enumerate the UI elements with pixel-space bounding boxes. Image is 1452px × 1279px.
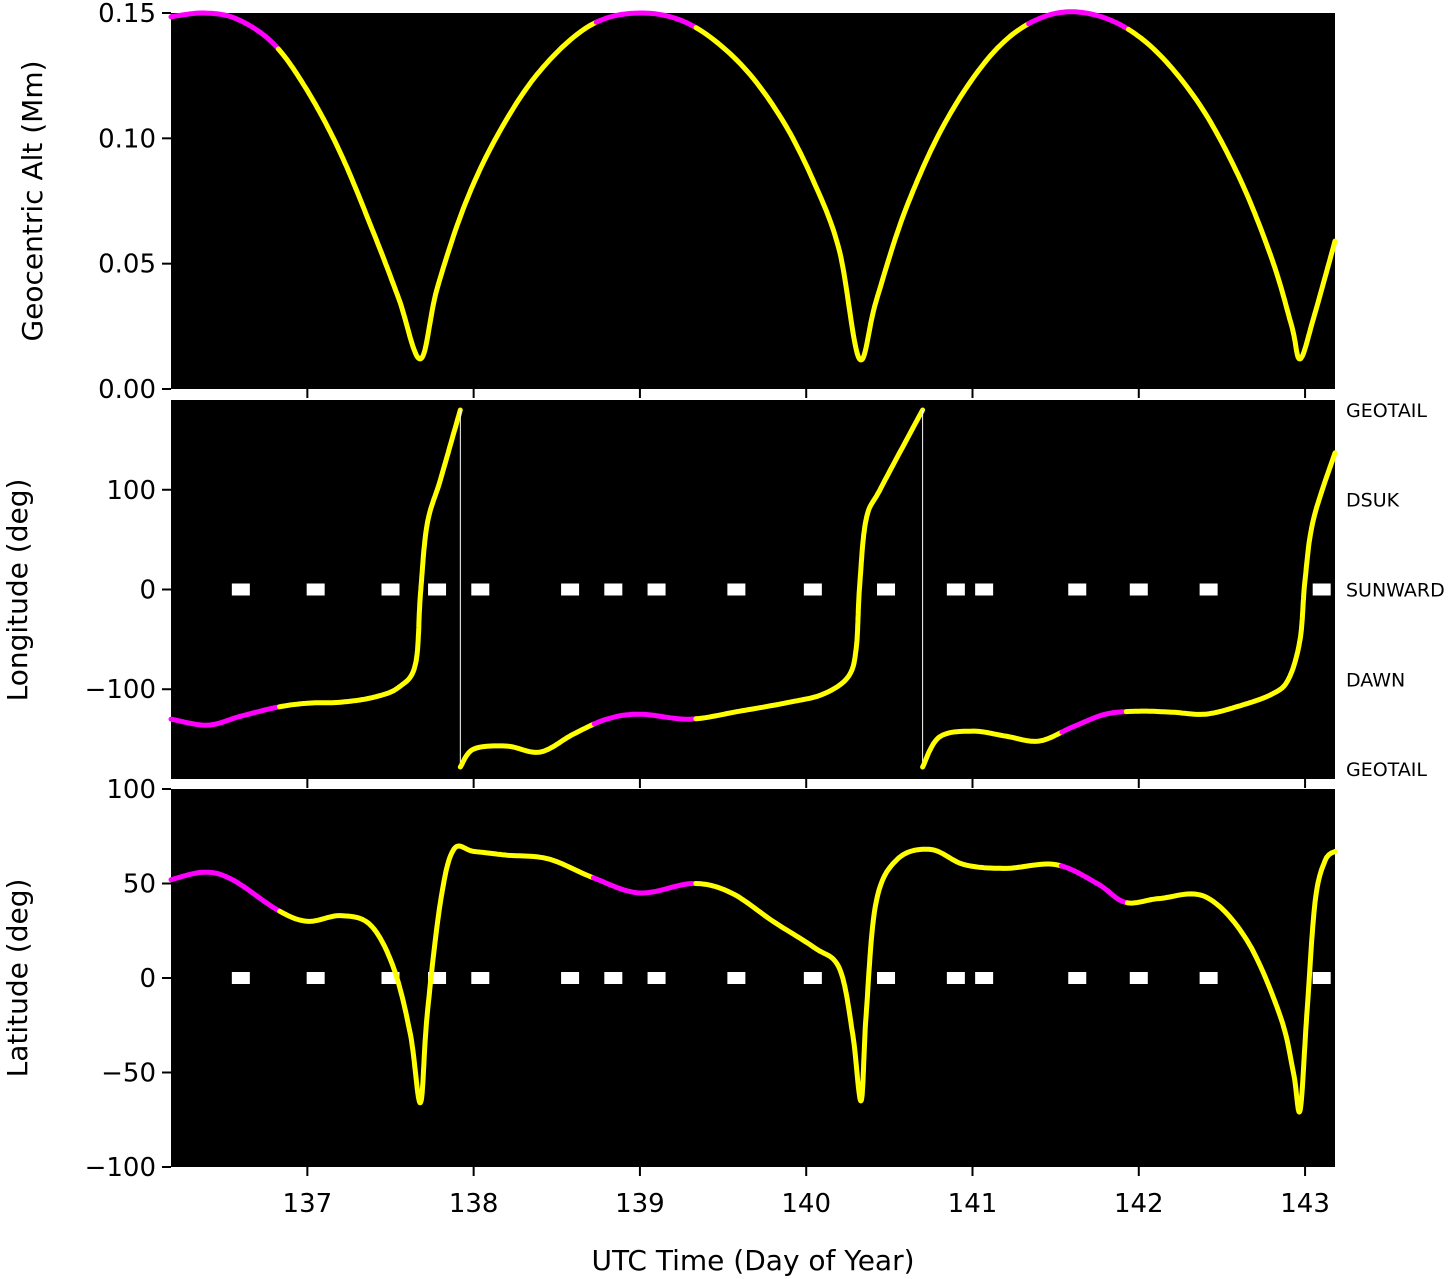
event-marker-12 — [946, 583, 965, 596]
x-tick-label: 137 — [283, 1189, 333, 1219]
event-marker-6 — [561, 583, 580, 596]
event-marker-8 — [647, 583, 666, 596]
event-marker-8 — [647, 972, 666, 984]
event-marker-9 — [727, 583, 746, 596]
longitude-y-ticks: −100 0 100 — [85, 476, 171, 705]
series-1-segment-5 — [1058, 863, 1130, 906]
event-marker-2 — [306, 972, 325, 984]
series-1-segment-3 — [593, 10, 699, 31]
series-2-segment-2 — [591, 711, 699, 727]
event-marker-16 — [1199, 972, 1218, 984]
x-tick-label: 141 — [948, 1189, 998, 1219]
longitude-x-ticks — [306, 779, 1307, 788]
longitude-right-labels: GEOTAIL DSUK SUNWARD DAWN GEOTAIL — [1346, 400, 1445, 781]
event-marker-15 — [1129, 583, 1148, 596]
event-marker-11 — [877, 972, 896, 984]
longitude-curve — [168, 407, 1338, 770]
latitude-y-label: Latitude (deg) — [1, 879, 34, 1078]
series-3-segment-2 — [1059, 709, 1129, 735]
x-tick-label: 143 — [1280, 1189, 1330, 1219]
y-tick-label: 100 — [106, 476, 156, 506]
event-marker-7 — [604, 583, 623, 596]
series-1-segment-1 — [168, 10, 281, 52]
panel-altitude: 0.00 0.05 0.10 0.15 Geocentric Alt (Mm) — [16, 0, 1338, 405]
event-marker-5 — [471, 972, 490, 984]
series-2-segment-1 — [457, 721, 597, 770]
right-label-dawn: DAWN — [1346, 669, 1405, 691]
x-tick-label: 142 — [1114, 1189, 1164, 1219]
y-tick-label: 0 — [139, 576, 156, 606]
y-tick-label: −100 — [85, 1153, 156, 1183]
longitude-markers — [231, 583, 1331, 596]
event-marker-11 — [877, 583, 896, 596]
y-tick-label: 0 — [139, 964, 156, 994]
series-3-segment-1 — [920, 728, 1065, 770]
event-marker-12 — [946, 972, 965, 984]
series-1-segment-4 — [693, 21, 1032, 363]
event-marker-7 — [604, 972, 623, 984]
right-label-geotail: GEOTAIL — [1346, 400, 1427, 422]
y-tick-label: −100 — [85, 675, 156, 705]
altitude-curve — [168, 9, 1338, 363]
event-marker-10 — [803, 583, 822, 596]
event-marker-4 — [428, 583, 447, 596]
series-1-segment-4 — [693, 846, 1064, 1104]
event-marker-3 — [381, 583, 400, 596]
event-marker-6 — [561, 972, 580, 984]
altitude-x-ticks — [306, 389, 1307, 398]
series-3-segment-3 — [1123, 450, 1338, 717]
series-1-segment-1 — [168, 869, 283, 914]
longitude-y-label: Longitude (deg) — [1, 479, 34, 702]
series-1-segment-3 — [590, 875, 699, 896]
event-marker-9 — [727, 972, 746, 984]
series-1-segment-1 — [168, 704, 282, 728]
x-tick-label: 139 — [615, 1189, 665, 1219]
y-tick-label: 0.15 — [98, 0, 156, 29]
y-tick-label: 50 — [123, 870, 156, 900]
event-marker-2 — [306, 583, 325, 596]
panel-longitude: −100 0 100 GEOTAIL DSUK SUNWARD DAWN GEOTAIL L… — [1, 400, 1445, 788]
right-label-geotail: GEOTAIL — [1346, 759, 1427, 781]
x-tick-label: 138 — [449, 1189, 499, 1219]
series-1-segment-6 — [1125, 26, 1338, 362]
series-1-segment-2 — [277, 407, 463, 710]
event-marker-1 — [231, 583, 250, 596]
series-1-segment-6 — [1124, 848, 1338, 1115]
series-1-segment-5 — [1026, 9, 1131, 32]
event-marker-13 — [975, 583, 994, 596]
right-label-dsuk: DSUK — [1346, 490, 1400, 512]
plot-area-latitude — [171, 789, 1335, 1167]
y-tick-label: 0.05 — [98, 250, 156, 280]
event-marker-13 — [975, 972, 994, 984]
event-marker-10 — [803, 972, 822, 984]
event-marker-14 — [1068, 583, 1087, 596]
event-marker-16 — [1199, 583, 1218, 596]
altitude-y-label: Geocentric Alt (Mm) — [16, 60, 49, 341]
latitude-curve — [168, 843, 1338, 1115]
series-1-segment-2 — [275, 19, 599, 362]
y-tick-label: 100 — [106, 775, 156, 805]
latitude-y-ticks: −100 −50 0 50 100 — [85, 775, 171, 1183]
event-marker-17 — [1312, 972, 1331, 984]
latitude-x-ticks: 137 138 139 140 141 142 143 — [283, 1167, 1330, 1219]
event-marker-14 — [1068, 972, 1087, 984]
right-label-sunward: SUNWARD — [1346, 580, 1445, 602]
x-tick-label: 140 — [781, 1189, 831, 1219]
event-marker-1 — [231, 972, 250, 984]
y-tick-label: −50 — [101, 1059, 156, 1089]
event-marker-15 — [1129, 972, 1148, 984]
altitude-y-ticks: 0.00 0.05 0.10 0.15 — [98, 0, 171, 405]
x-axis-label: UTC Time (Day of Year) — [591, 1244, 914, 1277]
panel-latitude: −100 −50 0 50 100 137 138 139 140 141 142 143 Lati… — [1, 775, 1338, 1277]
series-2-segment-3 — [693, 407, 926, 722]
series-1-segment-2 — [277, 843, 596, 1106]
plot-area-altitude — [171, 13, 1335, 389]
latitude-markers — [231, 972, 1331, 984]
y-tick-label: 0.10 — [98, 124, 156, 154]
y-tick-label: 0.00 — [98, 375, 156, 405]
plot-area-longitude — [171, 400, 1335, 779]
event-marker-17 — [1312, 583, 1331, 596]
event-marker-5 — [471, 583, 490, 596]
